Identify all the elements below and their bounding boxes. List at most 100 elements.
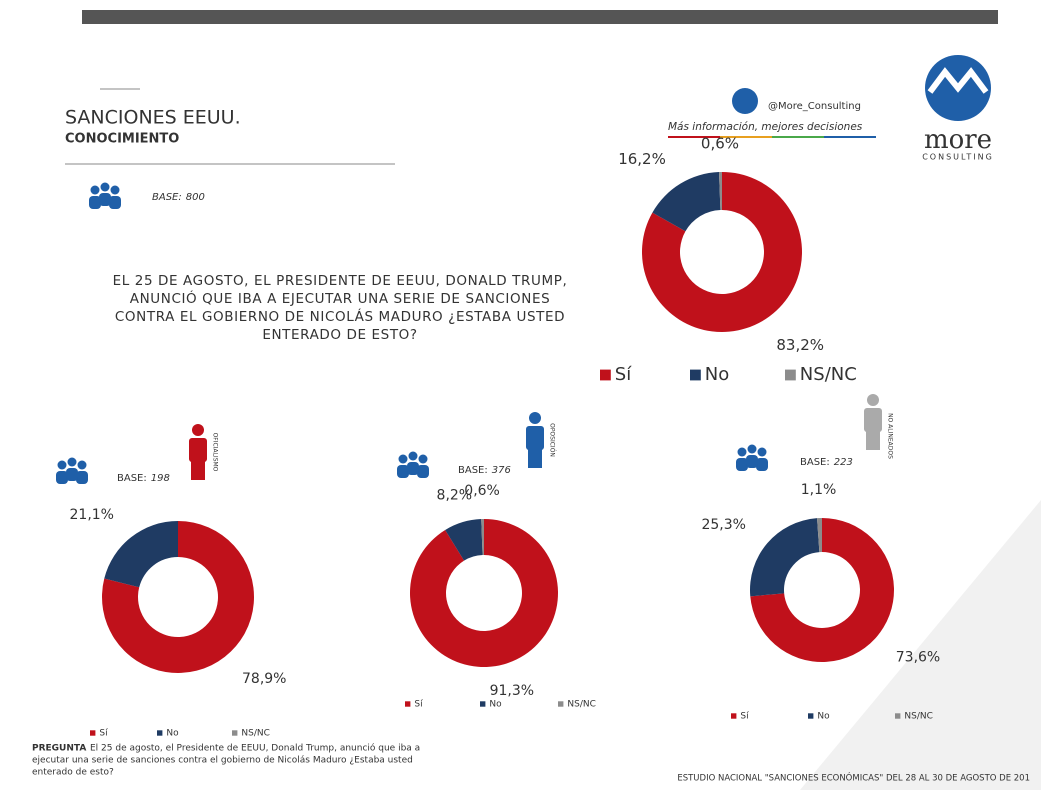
base-value: 223 <box>834 457 853 468</box>
legend-swatch <box>480 701 486 707</box>
legend-swatch <box>232 730 238 736</box>
legend-swatch <box>405 701 411 707</box>
people-icon <box>757 447 767 457</box>
data-label: 25,3% <box>701 517 745 533</box>
person-icon <box>866 430 880 450</box>
data-label: 73,6% <box>896 650 940 666</box>
tagline-rule <box>824 136 876 138</box>
people-icon <box>417 465 429 478</box>
people-icon <box>67 457 77 467</box>
question-line: CONTRA EL GOBIERNO DE NICOLÁS MADURO ¿ES… <box>115 308 565 325</box>
footer-line: El 25 de agosto, el Presidente de EEUU, … <box>90 743 420 754</box>
donut-segment <box>718 172 722 211</box>
source: ESTUDIO NACIONAL "SANCIONES ECONÓMICAS" … <box>677 772 1030 784</box>
donut-segment <box>101 521 254 674</box>
person-icon <box>189 438 207 462</box>
footer-line: ejecutar una serie de sanciones contra e… <box>32 756 413 766</box>
legend-swatch <box>731 713 737 719</box>
page-curl <box>800 500 1041 790</box>
title: SANCIONES EEUU. <box>65 107 241 129</box>
base-label: BASE: <box>800 457 830 468</box>
person-icon <box>529 412 541 424</box>
people-icon <box>110 185 120 195</box>
donut-segment <box>750 518 894 663</box>
donut-segment <box>104 521 178 588</box>
footer-line: enterado de esto? <box>32 768 114 778</box>
person-icon <box>526 426 544 450</box>
logo-sub: CONSULTING <box>922 153 994 162</box>
data-label: 16,2% <box>618 150 666 168</box>
people-icon <box>89 196 101 209</box>
person-icon <box>192 424 204 436</box>
footer-label: PREGUNTA <box>32 744 86 754</box>
people-icon <box>57 460 67 470</box>
legend-swatch <box>808 713 814 719</box>
people-icon <box>90 185 100 195</box>
logo-m <box>927 67 989 94</box>
data-label: 83,2% <box>776 336 824 354</box>
data-label: 21,1% <box>70 507 114 523</box>
legend-label: Sí <box>740 712 749 722</box>
legend-label: Sí <box>414 700 423 710</box>
twitter-icon <box>732 88 758 114</box>
people-icon <box>398 454 408 464</box>
legend-swatch <box>785 369 796 381</box>
question-line: ANUNCIÓ QUE IBA A EJECUTAR UNA SERIE DE … <box>130 289 551 307</box>
legend-swatch <box>157 730 163 736</box>
base-value: 198 <box>151 473 170 484</box>
legend-label: NS/NC <box>567 700 596 710</box>
base-label: BASE: <box>152 192 182 203</box>
people-icon <box>76 471 88 484</box>
logo-text: more <box>924 125 992 155</box>
donut-segment <box>817 518 822 553</box>
legend-label: No <box>489 700 502 710</box>
question-line: ENTERADO DE ESTO? <box>262 327 417 343</box>
donut-segment <box>652 172 721 232</box>
donut-segment <box>481 519 484 556</box>
tagline-rule <box>772 136 824 138</box>
tagline-rule <box>720 136 772 138</box>
legend-swatch <box>558 701 564 707</box>
data-label: 1,1% <box>801 482 837 498</box>
people-icon <box>747 444 757 454</box>
donut-segment <box>750 518 820 597</box>
legend-label: No <box>817 712 830 722</box>
people-icon <box>736 458 748 471</box>
tagline-rule <box>668 136 720 138</box>
base-label: BASE: <box>117 473 147 484</box>
donut-segment <box>409 519 558 667</box>
people-icon <box>408 451 418 461</box>
person-icon <box>864 408 882 432</box>
people-icon <box>397 465 409 478</box>
person-icon <box>191 460 205 480</box>
person-icon <box>867 394 879 406</box>
legend-swatch <box>895 713 901 719</box>
person-icon <box>528 448 542 468</box>
data-label: 78,9% <box>242 671 286 687</box>
legend-label: NS/NC <box>241 729 270 739</box>
people-icon <box>100 182 110 192</box>
legend-label: Sí <box>615 364 632 385</box>
legend-swatch <box>90 730 96 736</box>
donut-segment <box>445 519 483 561</box>
data-label: 91,3% <box>490 683 534 699</box>
people-icon <box>407 462 419 475</box>
legend-label: No <box>705 364 729 385</box>
group-label: OPOSICIÓN <box>549 423 556 457</box>
subtitle: CONOCIMIENTO <box>65 132 179 147</box>
people-icon <box>66 468 78 481</box>
twitter-handle: @More_Consulting <box>768 101 861 112</box>
legend-label: Sí <box>99 729 108 739</box>
top-bar <box>82 10 998 24</box>
data-label: 0,6% <box>701 135 739 153</box>
people-icon <box>756 458 768 471</box>
people-icon <box>109 196 121 209</box>
donut-segment <box>642 172 802 333</box>
base-value: 800 <box>186 192 205 203</box>
legend-label: No <box>166 729 179 739</box>
base-value: 376 <box>492 465 511 476</box>
legend-label: NS/NC <box>800 364 857 385</box>
tagline: Más información, mejores decisiones <box>668 121 863 133</box>
